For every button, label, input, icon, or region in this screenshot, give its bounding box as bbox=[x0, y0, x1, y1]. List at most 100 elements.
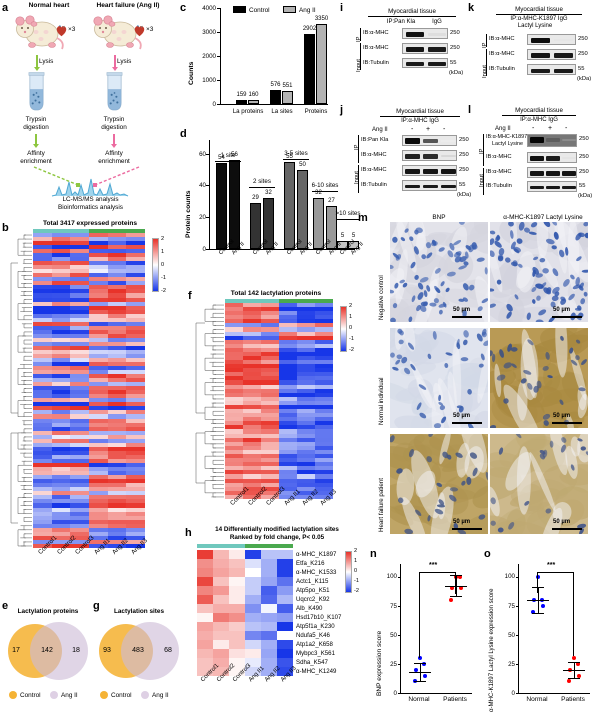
heatmap-cell bbox=[297, 360, 315, 365]
panel-k-side-input: Input bbox=[482, 65, 488, 78]
panel-m-col-title-0: BNP bbox=[432, 214, 446, 221]
heatmap-cell bbox=[277, 613, 293, 622]
heatmap-cell bbox=[51, 269, 71, 274]
heatmap-cell bbox=[261, 604, 277, 613]
heatmap-cell bbox=[261, 437, 279, 442]
heatmap-cell bbox=[197, 649, 213, 658]
heatmap-cell bbox=[126, 281, 145, 286]
heatmap-cell bbox=[88, 499, 108, 504]
heatmap-cell bbox=[315, 413, 333, 418]
heatmap-cell bbox=[279, 343, 297, 348]
venn-legend-label-angii: Ang II bbox=[61, 692, 78, 699]
heatmap-cell bbox=[70, 450, 89, 455]
heatmap-cell bbox=[51, 281, 71, 286]
heatmap-cell bbox=[33, 539, 52, 544]
heatmap-cell bbox=[279, 453, 297, 459]
analysis-label-line1: LC-MS/MS analysis bbox=[62, 196, 119, 203]
heatmap-cell bbox=[243, 384, 261, 389]
venn-count-control-only: 93 bbox=[103, 647, 111, 654]
panel-label-l: l bbox=[468, 104, 472, 116]
heatmap-cell bbox=[297, 380, 315, 385]
bar-value-label: 29 bbox=[252, 194, 259, 201]
heatmap-cell bbox=[243, 429, 261, 434]
heatmap-cell bbox=[70, 321, 89, 326]
heatmap-cell bbox=[261, 470, 279, 475]
heatmap-cell bbox=[297, 396, 315, 401]
legend-swatch-control bbox=[233, 6, 246, 13]
panel-k-bracket-ip bbox=[486, 34, 487, 47]
heatmap-cell bbox=[51, 378, 71, 383]
heatmap-cell bbox=[51, 446, 71, 451]
scale-bar bbox=[452, 422, 482, 424]
heatmap-cell bbox=[279, 441, 297, 446]
heatmap-cell bbox=[107, 349, 127, 354]
heatmap-cell bbox=[33, 491, 52, 496]
heatmap-cell bbox=[243, 470, 261, 475]
heatmap-cell bbox=[243, 404, 261, 410]
venn-legend-dot-control bbox=[9, 691, 17, 699]
error-bar bbox=[538, 587, 539, 613]
heatmap-cell bbox=[279, 470, 297, 475]
data-point bbox=[567, 679, 571, 684]
heatmap-cell bbox=[107, 390, 127, 395]
scale-bar-label: 50 µm bbox=[553, 519, 571, 525]
heatmap-cell bbox=[126, 366, 145, 371]
panel-l-blot-row-2 bbox=[527, 167, 577, 178]
heatmap-cell bbox=[225, 409, 243, 414]
panel-n-xtick-0: Normal bbox=[408, 696, 430, 703]
heatmap-cell bbox=[297, 470, 315, 475]
heatmap-cell bbox=[297, 429, 315, 434]
heatmap-cell bbox=[245, 595, 261, 604]
panel-l-blot-row-0 bbox=[527, 134, 577, 147]
heatmap-cell bbox=[107, 317, 127, 322]
heatmap-cell bbox=[279, 364, 297, 369]
colorbar-tick: 0 bbox=[354, 568, 358, 574]
heatmap-cell bbox=[33, 265, 52, 270]
analysis-label-line2: Bioinformatics analysis bbox=[58, 204, 123, 211]
heatmap-cell bbox=[225, 445, 243, 450]
heatmap-cell bbox=[297, 433, 315, 438]
heatmap-cell bbox=[261, 404, 279, 410]
heatmap-cell bbox=[107, 402, 127, 407]
heatmap-cell bbox=[243, 490, 261, 495]
replicate-right: ×3 bbox=[146, 26, 154, 33]
panel-e-title: Lactylation proteins bbox=[17, 608, 79, 615]
heatmap-cell bbox=[70, 261, 89, 266]
heatmap-cell bbox=[297, 319, 315, 324]
scale-bar bbox=[452, 528, 482, 530]
group-underline bbox=[283, 159, 309, 160]
heatmap-cell bbox=[197, 550, 213, 559]
heatmap-cell bbox=[279, 433, 297, 438]
heatmap-cell bbox=[88, 353, 108, 358]
heatmap-cell bbox=[33, 414, 52, 419]
heatmap-cell bbox=[51, 491, 71, 496]
panel-n-yaxis bbox=[400, 564, 401, 694]
heatmap-cell bbox=[88, 539, 108, 544]
heatmap-cell bbox=[70, 313, 89, 318]
group-underline bbox=[215, 161, 241, 162]
heatmap-cell bbox=[70, 386, 89, 391]
heatmap-cell bbox=[51, 249, 71, 254]
heatmap-cell bbox=[213, 631, 229, 640]
heatmap-cell bbox=[107, 333, 127, 338]
panel-l-blot: Myocardial tissue IP:α-MHC IgG Ang II - … bbox=[478, 102, 600, 210]
ytick-mark bbox=[217, 56, 220, 57]
legend-label-control: Control bbox=[249, 7, 270, 14]
panel-n-xtick-1: Patients bbox=[443, 696, 467, 703]
heatmap-cell bbox=[51, 309, 71, 314]
heatmap-cell bbox=[279, 388, 297, 393]
heatmap-cell bbox=[70, 463, 89, 468]
group-label: 3-5 sites bbox=[284, 150, 308, 157]
scale-bar bbox=[552, 528, 582, 530]
heatmap-cell bbox=[126, 406, 145, 411]
heatmap-cell bbox=[225, 482, 243, 487]
heatmap-cell bbox=[88, 446, 108, 451]
heatmap-cell bbox=[33, 495, 52, 500]
heatmap-cell bbox=[107, 313, 127, 318]
heatmap-cell bbox=[51, 390, 71, 395]
heatmap-cell bbox=[229, 604, 245, 613]
heatmap-cell bbox=[243, 368, 261, 373]
heatmap-cell bbox=[70, 543, 89, 548]
heatmap-cell bbox=[315, 315, 333, 320]
heatmap-cell bbox=[225, 417, 243, 422]
